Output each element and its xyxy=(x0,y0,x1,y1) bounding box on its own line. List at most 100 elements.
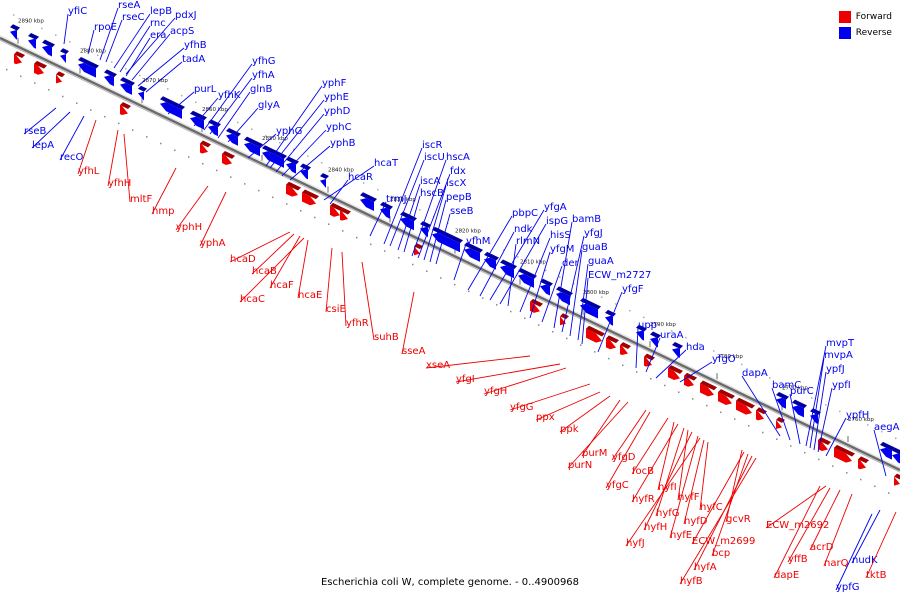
gene-name-hyfg: hyfG xyxy=(656,508,680,519)
gene-name-glnb: glnB xyxy=(250,84,272,95)
leader-line xyxy=(99,7,119,61)
gene-arrow-top xyxy=(14,51,25,59)
gene-name-dape: dapE xyxy=(774,570,799,581)
gene-name-isca: iscA xyxy=(420,176,440,187)
tick-label-2860-kbp: 2860 kbp xyxy=(202,107,228,113)
gene-arrow-top xyxy=(400,211,417,222)
gene-label-purc: purC xyxy=(789,386,814,445)
gene-arrow-top xyxy=(858,456,869,464)
gene-label-yfha: yfhA xyxy=(209,70,275,135)
leader-line xyxy=(31,111,71,149)
leader-line xyxy=(559,395,611,433)
gene-label-hcar: hcaR xyxy=(329,172,373,205)
gene-arrow-body xyxy=(320,178,326,188)
gene-label-uraa: uraA xyxy=(645,330,684,373)
gene-label-aega: aegA xyxy=(873,422,900,477)
gene-name-hyfa: hyfA xyxy=(694,562,717,573)
legend-label-forward: Forward xyxy=(855,12,892,22)
gene-label-rseb: rseB xyxy=(23,107,57,137)
gene-arrow-body xyxy=(834,447,852,463)
gene-name-dapa: dapA xyxy=(742,368,768,379)
gene-name-csie: csiE xyxy=(326,304,346,315)
tick-label-2760-kbp: 2760 kbp xyxy=(848,417,874,423)
gene-name-ecw-m2699: ECW_m2699 xyxy=(692,536,755,547)
leader-line xyxy=(383,147,423,245)
gene-name-xsea: xseA xyxy=(426,360,450,371)
gene-name-sseb: sseB xyxy=(450,206,474,217)
gene-label-narq: narQ xyxy=(823,493,853,569)
guide-dot xyxy=(377,188,379,191)
guide-dot xyxy=(720,411,722,414)
gene-arrow-body xyxy=(380,207,390,219)
gene-arrow-fwd-27 xyxy=(894,473,900,486)
gene-arrow-body xyxy=(432,232,460,253)
leader-line xyxy=(229,231,291,263)
gene-label-yfic: yfiC xyxy=(63,6,87,45)
gene-arrow-top xyxy=(160,96,185,110)
gene-label-yffb: yffB xyxy=(787,487,831,565)
leader-line xyxy=(645,337,661,373)
gene-name-yphh: yphH xyxy=(176,222,202,233)
leader-line xyxy=(265,85,323,167)
leader-line xyxy=(425,355,531,369)
guide-dot xyxy=(636,371,638,373)
gene-label-yphg: yphG xyxy=(247,126,302,159)
guide-dot xyxy=(181,94,183,97)
gene-label-bamb: bamB xyxy=(553,214,601,329)
gene-arrow-top xyxy=(586,325,605,337)
gene-arrow-fwd-15 xyxy=(620,342,631,356)
gene-arrow-fwd-7 xyxy=(302,189,319,206)
guide-dot xyxy=(349,175,351,178)
leader-line xyxy=(251,233,295,275)
gene-arrow-body xyxy=(684,375,694,387)
guide-dot xyxy=(55,34,57,36)
gene-name-focb: focB xyxy=(632,466,654,477)
gene-arrow-body xyxy=(606,338,616,350)
tick-label-2770-kbp: 2770 kbp xyxy=(782,385,808,391)
gene-arrow-rev-3 xyxy=(60,48,69,64)
gene-arrow-rev-5 xyxy=(104,69,117,87)
leader-line xyxy=(519,237,551,313)
gene-label-glya: glyA xyxy=(227,100,280,143)
guide-dot xyxy=(503,249,505,251)
gene-name-hcad: hcaD xyxy=(230,254,256,265)
gene-name-hda: hda xyxy=(686,342,705,353)
gene-name-hscb: hscB xyxy=(420,188,444,199)
gene-arrow-body xyxy=(14,54,22,65)
gene-arrow-top xyxy=(120,77,135,86)
gene-arrow-body xyxy=(718,392,732,405)
gene-name-hcat: hcaT xyxy=(374,158,399,169)
guide-dot xyxy=(391,195,393,198)
gene-arrow-fwd-8 xyxy=(330,202,343,217)
gene-name-lepa: lepA xyxy=(32,140,54,151)
leader-line xyxy=(535,391,601,421)
leader-line xyxy=(289,145,331,181)
guide-dot xyxy=(699,343,701,346)
leader-line xyxy=(655,427,685,517)
leader-line xyxy=(199,191,227,247)
gene-name-hyfr: hyfR xyxy=(632,494,655,505)
gene-arrow-body xyxy=(138,91,144,101)
leader-line xyxy=(817,387,833,453)
gene-label-yfgh: yfgH xyxy=(483,367,567,397)
gene-arrow-body xyxy=(586,328,602,343)
gene-name-pepb: pepB xyxy=(446,192,472,203)
gene-name-rnc: rnc xyxy=(150,18,166,29)
gene-name-yfgj: yfgJ xyxy=(584,228,603,239)
gene-arrow-body xyxy=(700,383,714,397)
guide-dot xyxy=(363,182,365,184)
leader-line xyxy=(455,363,561,383)
gene-name-yphe: yphE xyxy=(324,92,349,103)
gene-arrow-rev-8 xyxy=(160,96,185,119)
guide-dot xyxy=(587,289,589,292)
legend-item-reverse: Reverse xyxy=(838,25,892,41)
gene-arrow-rev-31 xyxy=(650,331,661,348)
gene-label-upp: upp xyxy=(635,320,657,369)
guide-dot xyxy=(622,364,624,367)
gene-name-yphb: yphB xyxy=(330,138,356,149)
gene-arrow-body xyxy=(262,151,284,168)
leader-line xyxy=(683,439,705,525)
leader-line xyxy=(329,179,349,205)
gene-arrow-rev-16 xyxy=(320,173,329,188)
